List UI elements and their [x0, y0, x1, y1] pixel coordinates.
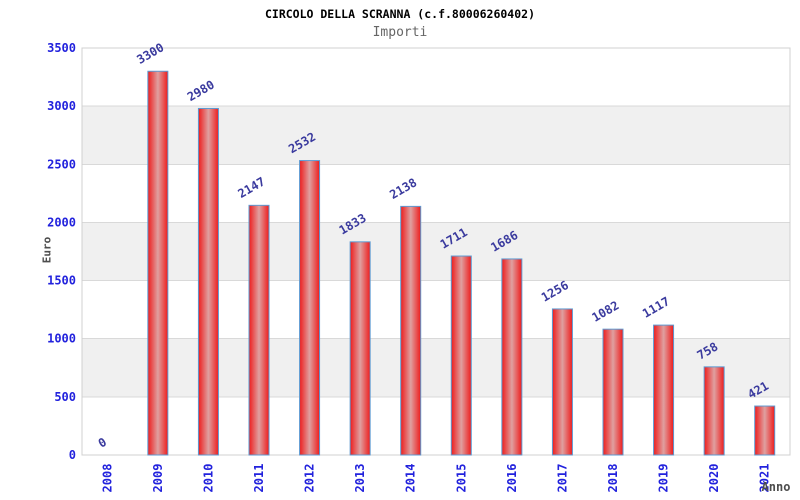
x-tick-label: 2009 — [151, 464, 165, 493]
x-tick-label: 2021 — [758, 464, 772, 493]
x-tick-label: 2008 — [100, 464, 114, 493]
plot-band — [82, 48, 790, 107]
plot-band — [82, 280, 790, 339]
y-tick-label: 2000 — [47, 215, 76, 229]
y-tick-label: 500 — [54, 390, 76, 404]
bar — [299, 160, 321, 456]
bar — [602, 328, 624, 456]
x-tick-label: 2010 — [201, 464, 215, 493]
bar — [754, 405, 776, 456]
y-tick-label: 1500 — [47, 274, 76, 288]
plot-band — [82, 338, 790, 397]
x-tick-label: 2012 — [303, 464, 317, 493]
bar — [501, 258, 523, 456]
chart-subtitle: Importi — [372, 25, 428, 40]
bar — [703, 366, 725, 456]
plot-band — [82, 222, 790, 281]
y-tick-label: 3000 — [47, 99, 76, 113]
y-tick-label: 0 — [69, 448, 76, 462]
plot-border — [81, 47, 791, 456]
x-tick-label: 2015 — [454, 464, 468, 493]
chart-title: CIRCOLO DELLA SCRANNA (c.f.80006260402) — [264, 7, 536, 21]
plot-band — [82, 164, 790, 223]
x-axis-title: Anno — [761, 480, 791, 494]
bar — [551, 308, 573, 456]
x-tick-label: 2011 — [252, 464, 266, 493]
x-tick-label: 2014 — [404, 464, 418, 493]
x-tick-label: 2017 — [555, 464, 569, 493]
x-tick-label: 2013 — [353, 464, 367, 493]
x-tick-label: 2016 — [505, 464, 519, 493]
plot-band — [82, 396, 790, 455]
y-tick-label: 2500 — [47, 157, 76, 171]
x-tick-label: 2020 — [707, 464, 721, 493]
bar — [450, 255, 472, 456]
x-tick-label: 2019 — [657, 464, 671, 493]
y-tick-label: 1000 — [47, 332, 76, 346]
bar — [197, 107, 219, 456]
bar — [349, 241, 371, 456]
x-tick-label: 2018 — [606, 464, 620, 493]
bar — [248, 204, 270, 456]
bar — [653, 324, 675, 456]
bar — [400, 205, 422, 456]
y-tick-label: 3500 — [47, 41, 76, 55]
bar — [147, 70, 169, 456]
plot-band — [82, 106, 790, 165]
